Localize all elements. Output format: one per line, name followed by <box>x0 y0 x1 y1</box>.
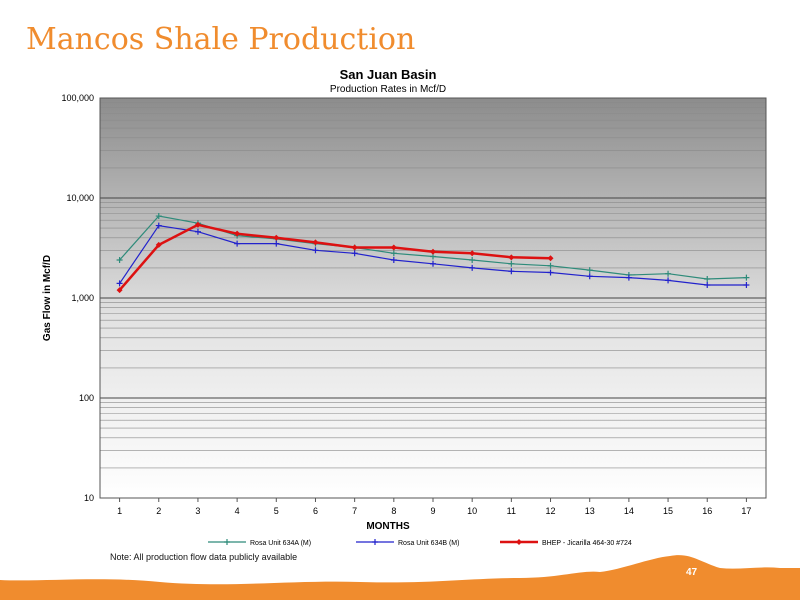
legend-label: Rosa Unit 634B (M) <box>398 540 459 547</box>
x-tick-label: 9 <box>430 506 435 516</box>
data-point <box>273 240 280 247</box>
x-tick-labels: 1 2 3 4 5 6 7 8 9 10 11 12 13 14 15 16 17 <box>117 498 751 516</box>
data-point <box>351 244 358 251</box>
data-point <box>665 277 672 284</box>
x-tick-label: 16 <box>702 506 712 516</box>
data-point <box>351 250 358 257</box>
data-point <box>430 248 436 255</box>
x-tick-label: 4 <box>235 506 240 516</box>
data-point <box>116 287 123 294</box>
footer-wave-shape <box>0 555 800 600</box>
data-point <box>155 241 162 248</box>
x-tick-label: 12 <box>546 506 556 516</box>
x-tick-label: 14 <box>624 506 634 516</box>
y-tick-labels: 10 100 1,000 10,000 100,000 <box>61 93 94 503</box>
series-lines <box>116 213 750 294</box>
data-point <box>469 250 476 257</box>
data-point <box>508 268 515 275</box>
data-point <box>547 255 554 262</box>
footnote: Note: All production flow data publicly … <box>110 552 298 562</box>
data-point <box>469 256 476 263</box>
chart-title: San Juan Basin <box>340 67 437 82</box>
x-tick-label: 7 <box>352 506 357 516</box>
data-point <box>155 213 162 220</box>
data-point <box>704 275 711 282</box>
data-point <box>547 262 554 269</box>
data-point <box>390 256 397 263</box>
series-line-3 <box>118 223 551 291</box>
data-point <box>469 264 476 271</box>
legend-marker <box>224 539 230 545</box>
data-point <box>312 247 319 254</box>
x-tick-label: 17 <box>741 506 751 516</box>
data-point <box>390 250 397 257</box>
data-point <box>547 269 554 276</box>
data-point <box>273 234 280 241</box>
chart-subtitle: Production Rates in Mcf/D <box>330 84 446 95</box>
x-tick-label: 13 <box>585 506 595 516</box>
data-point <box>116 280 123 287</box>
x-axis-label: MONTHS <box>366 521 410 532</box>
y-tick-label: 100,000 <box>61 93 94 103</box>
x-tick-label: 5 <box>274 506 279 516</box>
y-tick-label: 1,000 <box>71 293 94 303</box>
data-point <box>194 228 201 235</box>
legend-marker <box>372 539 378 545</box>
legend-marker <box>516 539 522 545</box>
chart-frame: San Juan Basin Production Rates in Mcf/D… <box>38 62 768 548</box>
slide-title: Mancos Shale Production <box>26 22 416 57</box>
data-point <box>312 239 319 246</box>
data-point <box>586 273 593 280</box>
data-point <box>743 274 750 281</box>
x-tick-label: 1 <box>117 506 122 516</box>
data-point <box>234 240 241 247</box>
x-tick-label: 8 <box>391 506 396 516</box>
y-tick-label: 100 <box>79 393 94 403</box>
x-tick-label: 11 <box>507 506 516 516</box>
data-point <box>390 244 397 251</box>
grid-lines <box>100 102 766 469</box>
y-tick-label: 10,000 <box>66 193 94 203</box>
x-tick-label: 3 <box>195 506 200 516</box>
data-point <box>194 221 201 228</box>
page-number: 47 <box>686 567 698 578</box>
data-point <box>116 256 123 263</box>
legend-label: BHEP - Jicarilla 464-30 #724 <box>542 540 632 547</box>
legend-label: Rosa Unit 634A (M) <box>250 540 311 547</box>
x-tick-label: 10 <box>467 506 477 516</box>
data-point <box>508 254 515 261</box>
data-point <box>430 260 436 267</box>
y-axis-label: Gas Flow in Mcf/D <box>42 255 53 341</box>
data-point <box>234 230 241 237</box>
data-point <box>508 260 515 267</box>
production-chart: San Juan Basin Production Rates in Mcf/D… <box>42 67 767 547</box>
data-point <box>704 281 711 288</box>
y-tick-label: 10 <box>84 493 94 503</box>
legend: Rosa Unit 634A (M) Rosa Unit 634B (M) BHEP… <box>208 539 632 547</box>
x-tick-label: 15 <box>663 506 673 516</box>
data-point <box>743 281 750 288</box>
data-point <box>625 274 632 281</box>
data-point <box>586 267 593 274</box>
x-tick-label: 6 <box>313 506 318 516</box>
x-tick-label: 2 <box>156 506 161 516</box>
data-point <box>155 222 162 229</box>
data-point <box>665 270 672 277</box>
footer-wave <box>0 555 800 600</box>
